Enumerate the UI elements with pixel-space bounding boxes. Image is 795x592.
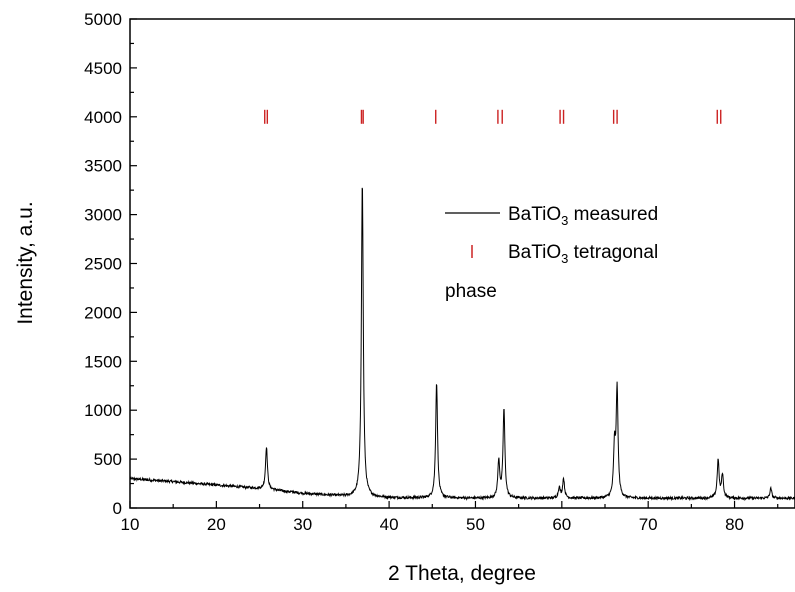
x-tick-label: 60 (552, 515, 571, 534)
x-tick-label: 10 (121, 515, 140, 534)
x-tick-label: 50 (466, 515, 485, 534)
y-tick-label: 0 (113, 499, 122, 518)
y-tick-label: 3000 (84, 206, 122, 225)
reference-markers (264, 109, 722, 124)
y-tick-label: 2500 (84, 255, 122, 274)
y-tick-label: 2000 (84, 303, 122, 322)
y-tick-label: 1000 (84, 401, 122, 420)
x-axis-title: 2 Theta, degree (388, 562, 536, 585)
y-tick-label: 4000 (84, 108, 122, 127)
y-axis-ticks: 0 500 1000 1500 2000 2500 3000 3500 4000 4500 5000 (84, 10, 137, 518)
x-axis-ticks: 10 20 30 40 50 60 70 80 (121, 501, 779, 534)
y-tick-label: 500 (94, 450, 122, 469)
legend-reference-label: BaTiO3 tetragonal (508, 242, 658, 266)
legend-reference-label-line2: phase (445, 281, 497, 302)
x-tick-label: 70 (639, 515, 658, 534)
x-tick-label: 20 (207, 515, 226, 534)
x-tick-label: 80 (725, 515, 744, 534)
series-measured-line (129, 187, 795, 502)
legend: BaTiO3 measured BaTiO3 tetragonal phase (445, 204, 658, 302)
y-tick-label: 3500 (84, 157, 122, 176)
x-tick-label: 30 (293, 515, 312, 534)
y-axis-title: Intensity, a.u. (14, 201, 37, 324)
x-tick-label: 40 (380, 515, 399, 534)
y-tick-label: 4500 (84, 59, 122, 78)
legend-measured-label: BaTiO3 measured (508, 204, 658, 228)
y-tick-label: 1500 (84, 352, 122, 371)
plot-frame (129, 18, 795, 509)
y-tick-label: 5000 (84, 10, 122, 29)
